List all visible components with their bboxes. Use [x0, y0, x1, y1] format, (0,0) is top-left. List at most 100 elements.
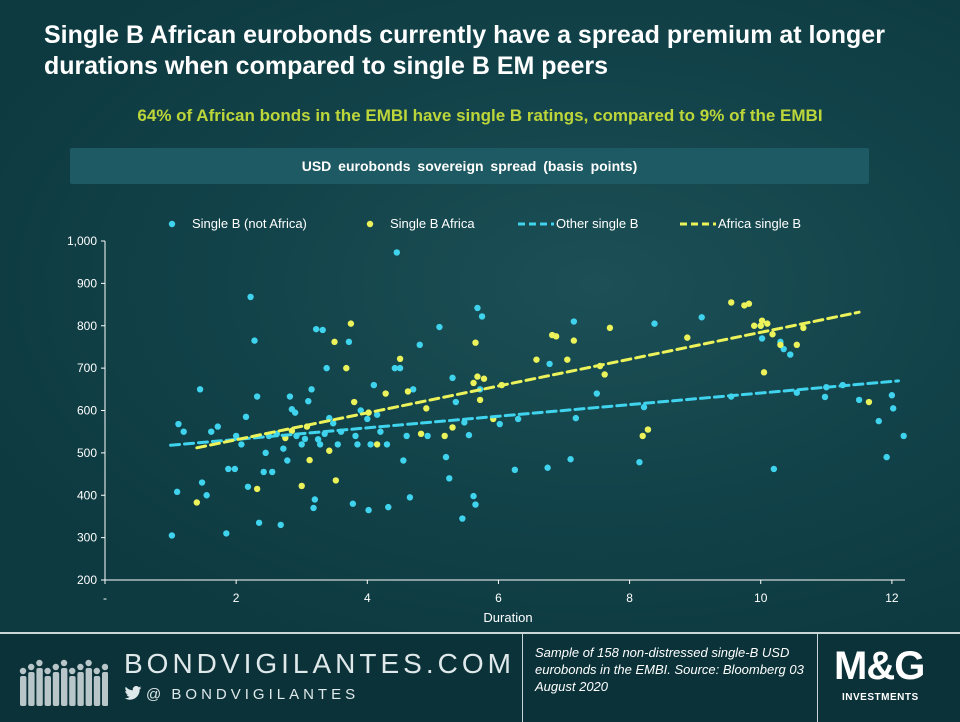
not-africa-point	[496, 420, 503, 428]
not-africa-point	[461, 419, 468, 426]
africa-point	[769, 331, 776, 338]
y-tick-label: 900	[77, 276, 97, 290]
not-africa-point	[345, 338, 353, 346]
africa-point	[865, 398, 873, 406]
brand-name[interactable]: BONDVIGILANTES.COM	[124, 648, 515, 679]
not-africa-point	[316, 441, 324, 448]
africa-point	[382, 390, 389, 397]
africa-point	[396, 355, 404, 363]
africa-point	[373, 441, 381, 448]
logo-subtext: INVESTMENTS	[842, 692, 919, 703]
legend-label: Single B (not Africa)	[192, 216, 307, 231]
twitter-icon	[124, 686, 142, 700]
not-africa-point	[900, 432, 907, 440]
not-africa-point	[365, 506, 372, 514]
not-africa-point	[314, 436, 322, 443]
not-africa-point	[400, 457, 407, 464]
not-africa-point	[572, 414, 580, 422]
africa-point	[777, 341, 784, 349]
not-africa-point	[334, 441, 341, 448]
not-africa-point	[225, 465, 232, 473]
not-africa-point	[640, 403, 648, 411]
africa-point	[601, 371, 608, 378]
africa-point	[639, 432, 646, 440]
africa-point	[306, 456, 313, 464]
x-tick-label: 4	[364, 591, 371, 605]
legend-marker	[366, 220, 374, 228]
not-africa-point	[787, 351, 794, 358]
africa-point	[253, 485, 261, 493]
africa-point	[728, 299, 735, 306]
not-africa-point	[409, 386, 417, 393]
not-africa-point	[478, 313, 486, 320]
handle-at-sign: @	[146, 686, 164, 703]
not-africa-point	[255, 519, 263, 526]
not-africa-point	[364, 415, 371, 423]
y-tick-label: 1,000	[67, 234, 97, 248]
not-africa-point	[770, 465, 778, 473]
africa-point	[570, 337, 578, 344]
mg-logo: M&G INVESTMENTS	[830, 642, 950, 714]
not-africa-point	[247, 293, 254, 301]
logo-text: M&G	[834, 644, 925, 688]
legend-label: Africa single B	[718, 216, 801, 231]
not-africa-point	[883, 453, 890, 461]
legend-marker	[168, 220, 176, 228]
not-africa-point	[465, 431, 473, 439]
not-africa-point	[424, 432, 431, 440]
not-africa-point	[821, 393, 829, 401]
africa-point	[757, 322, 764, 329]
x-tick-label: 6	[495, 591, 502, 605]
not-africa-point	[698, 314, 705, 321]
not-africa-point	[277, 521, 284, 529]
y-tick-label: 700	[77, 361, 97, 375]
not-africa-point	[260, 468, 267, 476]
not-africa-point	[511, 466, 519, 474]
not-africa-point	[323, 364, 330, 372]
not-africa-point	[203, 492, 210, 499]
not-africa-point	[223, 530, 230, 537]
twitter-handle[interactable]: @ BONDVIGILANTES	[124, 686, 359, 703]
not-africa-point	[231, 465, 239, 473]
x-tick-label: 8	[626, 591, 633, 605]
not-africa-point	[238, 441, 245, 448]
africa-point	[476, 396, 484, 404]
chart-title-bar: USD eurobonds sovereign spread (basis po…	[70, 148, 869, 184]
not-africa-point	[291, 409, 299, 416]
x-tick-label: -	[103, 591, 107, 605]
x-tick-label: 10	[754, 591, 768, 605]
x-axis-label: Duration	[483, 610, 532, 625]
not-africa-point	[305, 397, 312, 405]
africa-point	[298, 482, 305, 490]
africa-point	[326, 447, 333, 454]
not-africa-point	[888, 392, 896, 399]
africa-point	[684, 334, 691, 341]
not-africa-point	[208, 428, 215, 435]
not-africa-point	[357, 407, 364, 414]
not-africa-point	[855, 396, 863, 404]
not-africa-point	[449, 374, 456, 382]
not-africa-point	[370, 381, 378, 389]
not-africa-point	[280, 445, 287, 452]
not-africa-point	[416, 341, 423, 349]
not-africa-point	[393, 249, 401, 256]
not-africa-point	[472, 501, 479, 508]
not-africa-point	[385, 503, 392, 511]
x-tick-label: 12	[885, 591, 899, 605]
y-tick-label: 300	[77, 531, 97, 545]
africa-point	[764, 320, 771, 327]
africa-point	[332, 477, 340, 484]
not-africa-point	[175, 420, 182, 428]
not-africa-point	[319, 326, 326, 334]
not-africa-point	[567, 456, 574, 463]
not-africa-point	[180, 428, 187, 435]
not-africa-point	[311, 496, 319, 503]
not-africa-point	[367, 441, 374, 448]
not-africa-point	[173, 488, 181, 496]
not-africa-point	[452, 398, 460, 406]
not-africa-point	[232, 432, 240, 440]
not-africa-point	[593, 390, 601, 397]
not-africa-point	[514, 415, 522, 423]
africa-point	[480, 375, 488, 382]
not-africa-point	[198, 479, 206, 486]
